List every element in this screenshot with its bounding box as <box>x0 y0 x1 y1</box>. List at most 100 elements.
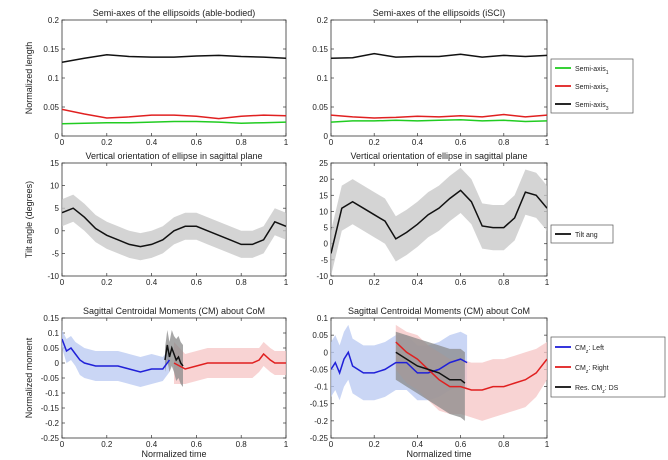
y-tick-label: -5 <box>52 249 60 258</box>
x-tick-label: 0.4 <box>412 440 424 449</box>
plot-series-group <box>62 194 286 261</box>
series-band-1 <box>62 194 286 261</box>
legend-label: Semi-axis1 <box>575 66 609 76</box>
x-tick-label: 0.8 <box>498 138 510 147</box>
x-tick-label: 1 <box>545 440 550 449</box>
legend-label-text: Tilt ang <box>575 232 598 239</box>
x-tick-label: 1 <box>284 138 289 147</box>
y-tick-label: -0.05 <box>41 374 60 383</box>
x-tick-label: 0 <box>329 278 334 287</box>
series-line-2 <box>62 108 286 120</box>
x-tick-label: 0.8 <box>498 440 510 449</box>
x-tick-label: 0.8 <box>236 138 248 147</box>
series-band-1 <box>62 330 170 387</box>
x-tick-label: 0.2 <box>101 440 113 449</box>
y-tick-label: 5 <box>324 224 329 233</box>
chart-title: Semi-axes of the ellipsoids (iSCI) <box>373 8 506 18</box>
x-tick-label: 0.8 <box>498 278 510 287</box>
x-tick-label: 0 <box>60 440 65 449</box>
x-tick-label: 0.6 <box>455 278 467 287</box>
chart-panel-1: 0 0.2 0.4 0.6 0.8 1 0 0.05 0.1 0.15 0.2 Semi-axes o… <box>24 8 289 147</box>
series-line-3 <box>62 54 286 64</box>
y-tick-label: 0.15 <box>312 45 328 54</box>
y-tick-label: -10 <box>316 272 328 281</box>
y-tick-label: -0.1 <box>314 383 328 392</box>
y-tick-label: 25 <box>319 159 328 168</box>
x-tick-label: 0.2 <box>369 440 381 449</box>
y-tick-label: -0.05 <box>310 365 329 374</box>
legend-label-text: CM <box>575 365 586 372</box>
plot-series-group <box>62 330 286 387</box>
x-tick-label: 0.4 <box>146 138 158 147</box>
series-line-1 <box>62 338 171 373</box>
chart-panel-4: 0 0.2 0.4 0.6 0.8 1 -10 -5 0 5 10 15 20 25 Vertical or… <box>316 151 614 287</box>
plot-series-group <box>62 54 286 125</box>
legend-label-text: Res. CM <box>575 385 602 392</box>
y-tick-label: 0 <box>324 348 329 357</box>
y-axis-label: Tilt angle (degrees) <box>24 181 34 258</box>
legend-label: Semi-axis2 <box>575 84 609 94</box>
y-tick-label: 0.05 <box>312 103 328 112</box>
y-tick-label: -0.2 <box>45 419 59 428</box>
series-line-3 <box>331 52 547 60</box>
series-line-3 <box>164 344 184 367</box>
y-tick-label: 0.05 <box>43 344 59 353</box>
series-band-3 <box>395 331 465 421</box>
x-axis-label: Normalized time <box>406 449 471 459</box>
legend-label-text: Semi-axis <box>575 84 606 91</box>
chart-title: Vertical orientation of ellipse in sagit… <box>350 151 527 161</box>
x-tick-label: 0.2 <box>369 278 381 287</box>
y-tick-label: -0.25 <box>41 434 60 443</box>
y-tick-label: 0 <box>324 240 329 249</box>
y-tick-label: 5 <box>55 204 60 213</box>
y-tick-label: 0.1 <box>317 74 329 83</box>
legend-label-suffix: : DS <box>605 385 619 392</box>
legend-label-text: Semi-axis <box>575 102 606 109</box>
chart-panel-3: 0 0.2 0.4 0.6 0.8 1 -10 -5 0 5 10 15 Vertical orient… <box>24 151 289 287</box>
y-axis-label: Normalized moment <box>24 337 34 418</box>
x-tick-label: 0.4 <box>412 278 424 287</box>
y-tick-label: 10 <box>50 182 59 191</box>
y-tick-label: -5 <box>321 256 329 265</box>
x-tick-label: 1 <box>284 440 289 449</box>
y-tick-label: 0.15 <box>43 45 59 54</box>
x-tick-label: 0 <box>60 138 65 147</box>
plot-series-group <box>331 167 547 276</box>
series-line-1 <box>331 189 547 254</box>
x-tick-label: 0.6 <box>191 138 203 147</box>
x-tick-label: 0.6 <box>191 278 203 287</box>
legend-label: Tilt ang <box>575 232 598 239</box>
y-tick-label: 15 <box>50 159 59 168</box>
plot-area <box>61 19 287 137</box>
x-tick-label: 1 <box>545 278 550 287</box>
y-tick-label: -0.15 <box>310 400 329 409</box>
x-tick-label: 0 <box>329 138 334 147</box>
x-tick-label: 0.6 <box>455 138 467 147</box>
y-tick-label: 0.1 <box>48 74 60 83</box>
y-tick-label: 0.05 <box>312 331 328 340</box>
x-tick-label: 0.4 <box>146 440 158 449</box>
legend-label-suffix: : Right <box>588 365 608 372</box>
x-tick-label: 1 <box>545 138 550 147</box>
x-tick-label: 0.2 <box>101 138 113 147</box>
legend-label-text: CM <box>575 345 586 352</box>
legend-box <box>550 224 614 244</box>
legend-label: Semi-axis3 <box>575 102 609 112</box>
x-tick-label: 0 <box>60 278 65 287</box>
series-line-2 <box>173 352 286 370</box>
x-tick-label: 0.6 <box>455 440 467 449</box>
y-tick-label: 0 <box>324 132 329 141</box>
legend-label: CMz: Right <box>575 365 609 375</box>
series-line-3 <box>395 351 466 384</box>
series-line-1 <box>62 120 286 125</box>
y-tick-label: 0 <box>55 132 60 141</box>
series-line-1 <box>331 119 547 123</box>
x-tick-label: 1 <box>284 278 289 287</box>
legend-label-text: Semi-axis <box>575 66 606 73</box>
series-band-1 <box>331 167 547 276</box>
x-tick-label: 0.2 <box>369 138 381 147</box>
legend-label-subscript: z <box>586 369 589 375</box>
chart-title: Semi-axes of the ellipsoids (able-bodied… <box>93 8 256 18</box>
